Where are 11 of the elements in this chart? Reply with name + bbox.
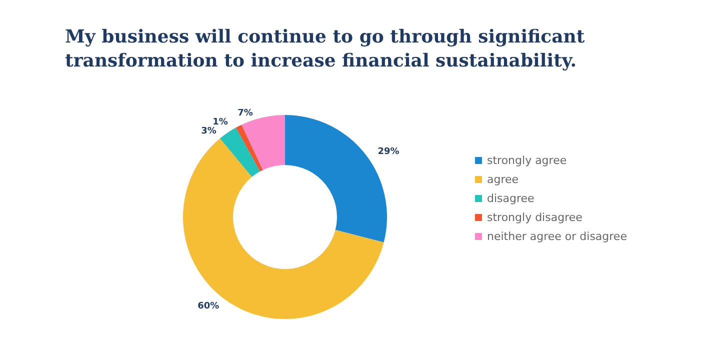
data-label: 3% [201,126,216,137]
legend-label: strongly agree [487,154,567,167]
chart-title: My business will continue to go through significant transformation to increase financial sustainability. [65,26,586,72]
data-label: 29% [378,147,400,158]
legend-label: agree [487,173,519,186]
data-label: 7% [238,108,253,119]
legend-label: neither agree or disagree [487,230,628,243]
legend-label: disagree [487,192,535,205]
data-label: 60% [198,302,220,312]
legend-label: strongly disagree [487,211,583,224]
data-label: 1% [212,118,228,128]
